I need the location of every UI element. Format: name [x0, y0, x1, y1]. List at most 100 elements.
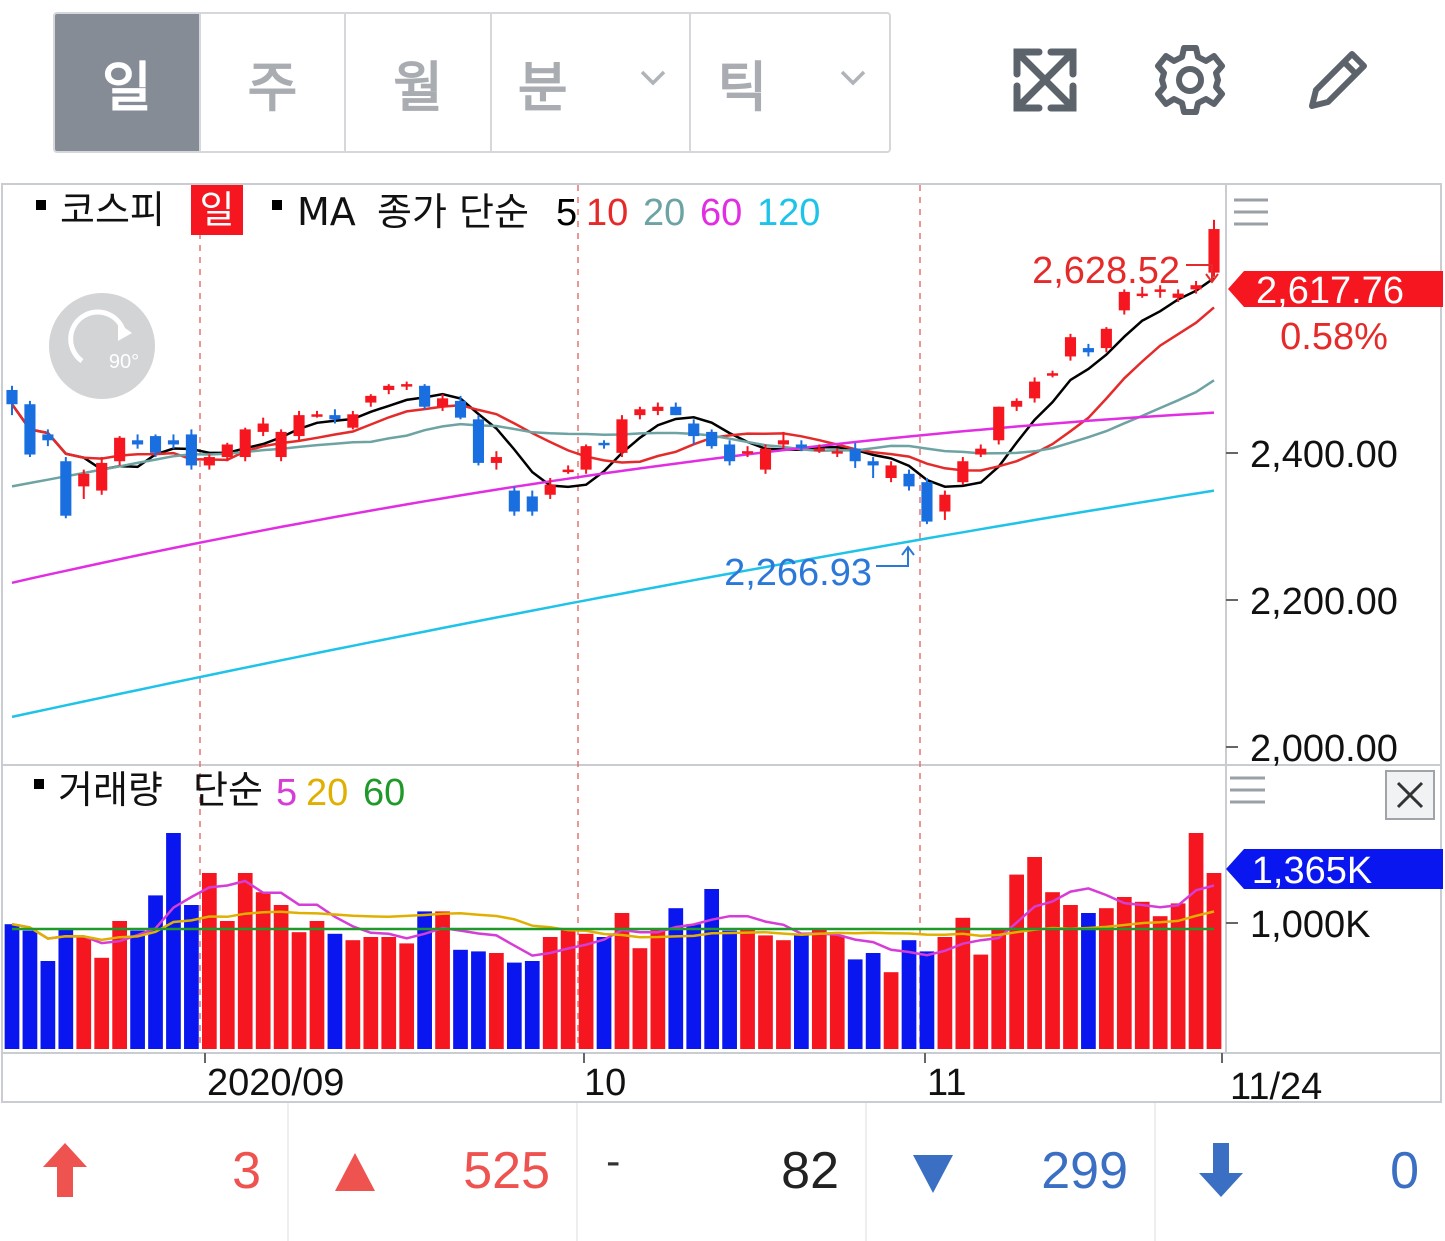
candle	[257, 417, 269, 437]
high-marker-label: 2,628.52	[1032, 250, 1180, 292]
close-panel-button[interactable]	[1385, 770, 1435, 820]
current-price: 2,617.76	[1256, 270, 1404, 312]
period-badge-label: 일	[200, 188, 235, 232]
candle	[185, 429, 197, 470]
volume-bar	[381, 937, 397, 1049]
volume-bar	[560, 929, 576, 1049]
volume-bar	[417, 911, 432, 1049]
tab-week-label: 주	[247, 56, 298, 119]
candle-body	[6, 389, 18, 405]
candle	[347, 410, 359, 430]
volume-bar	[291, 932, 307, 1049]
period-tabs: 일 주 월 분 틱	[53, 12, 891, 153]
volume-bar	[506, 962, 522, 1049]
candle-body	[957, 461, 969, 483]
candle	[867, 457, 879, 478]
y-tick-2400: 2,400.00	[1250, 434, 1398, 476]
tab-minute[interactable]: 분	[492, 14, 692, 151]
candle	[670, 402, 682, 416]
rotate-icon	[68, 309, 127, 364]
limit-down-arrow-icon	[1199, 1143, 1243, 1197]
volume-bar	[829, 935, 845, 1049]
ma-type: 종가 단순	[377, 190, 529, 234]
rotate-90-button[interactable]: 90°	[49, 293, 155, 399]
down-triangle-icon	[913, 1155, 953, 1193]
candle-body	[365, 395, 377, 403]
ma-120-line	[11, 489, 1215, 719]
volume-bar	[614, 913, 630, 1049]
candle	[616, 415, 628, 458]
menu-icon[interactable]	[1230, 776, 1265, 804]
volume-bar	[1081, 913, 1096, 1049]
candle	[957, 457, 969, 485]
legend-bullet	[272, 200, 282, 210]
candle	[652, 402, 664, 416]
limit-up-arrow-icon	[43, 1143, 87, 1197]
candle	[831, 448, 843, 458]
ma-120-legend: 120	[757, 192, 820, 234]
candle-body	[293, 415, 305, 437]
gear-icon[interactable]	[1150, 40, 1230, 120]
candle	[149, 434, 162, 458]
up-triangle-icon	[335, 1153, 375, 1191]
volume-bar	[1188, 833, 1204, 1049]
vol-ma-5-legend: 5	[276, 772, 297, 814]
volume-label: 거래량	[58, 768, 163, 812]
volume-axis: 1,365K 1,000K	[1226, 770, 1443, 946]
volume-bar	[865, 953, 881, 1049]
ma-20-line	[11, 379, 1215, 488]
candle	[813, 444, 825, 453]
candle	[1172, 289, 1184, 302]
ma-60-line	[11, 411, 1215, 585]
candle	[508, 486, 520, 516]
unchanged-dash-icon: -	[606, 1139, 621, 1185]
pencil-icon[interactable]	[1298, 40, 1378, 120]
volume-bar	[1116, 897, 1132, 1049]
volume-bar	[327, 933, 343, 1049]
candle	[706, 429, 718, 449]
candle-body	[1208, 229, 1220, 273]
candle-body	[1011, 400, 1023, 407]
ma-60-legend: 60	[700, 192, 742, 234]
candle	[60, 457, 72, 519]
candle	[903, 469, 915, 491]
candle	[1190, 281, 1202, 294]
stock-chart[interactable]: 코스피 일 MA 종가 단순 5 10 20 60 120 90° 2,628.…	[0, 183, 1445, 1103]
candle-body	[437, 398, 449, 407]
tab-week[interactable]: 주	[201, 14, 347, 151]
volume-bar	[1134, 901, 1150, 1049]
candle	[1136, 286, 1148, 298]
candle	[885, 461, 897, 483]
candle	[329, 409, 341, 424]
month-separators	[199, 185, 921, 1049]
candle-body	[598, 442, 610, 446]
candle-body	[777, 440, 789, 445]
low-marker-label: 2,266.93	[724, 552, 872, 594]
volume-bar	[524, 961, 540, 1049]
candle	[580, 444, 592, 474]
candle-body	[96, 462, 108, 491]
tab-tick-label: 틱	[717, 56, 768, 119]
tab-day[interactable]: 일	[55, 14, 201, 151]
candle-body	[813, 448, 825, 452]
menu-icon[interactable]	[1234, 198, 1268, 226]
candle-body	[508, 490, 520, 512]
volume-bar	[76, 937, 92, 1049]
volume-bar	[632, 948, 648, 1049]
candle	[203, 454, 215, 470]
vol-ma-60-legend: 60	[363, 772, 405, 814]
candle	[167, 434, 180, 449]
tab-month[interactable]: 월	[346, 14, 492, 151]
candle-body	[1100, 328, 1112, 349]
candle	[1154, 285, 1166, 298]
volume-bar	[148, 895, 163, 1049]
expand-icon[interactable]	[1005, 40, 1085, 120]
candle-body	[724, 444, 736, 462]
volume-bar	[847, 959, 863, 1049]
limit-up-count: 3	[0, 1103, 289, 1241]
volume-bar	[255, 892, 271, 1049]
x-tick-2020-09: 2020/09	[207, 1062, 344, 1103]
volume-bar	[578, 933, 594, 1049]
candle-body	[670, 406, 682, 416]
tab-tick[interactable]: 틱	[691, 14, 889, 151]
